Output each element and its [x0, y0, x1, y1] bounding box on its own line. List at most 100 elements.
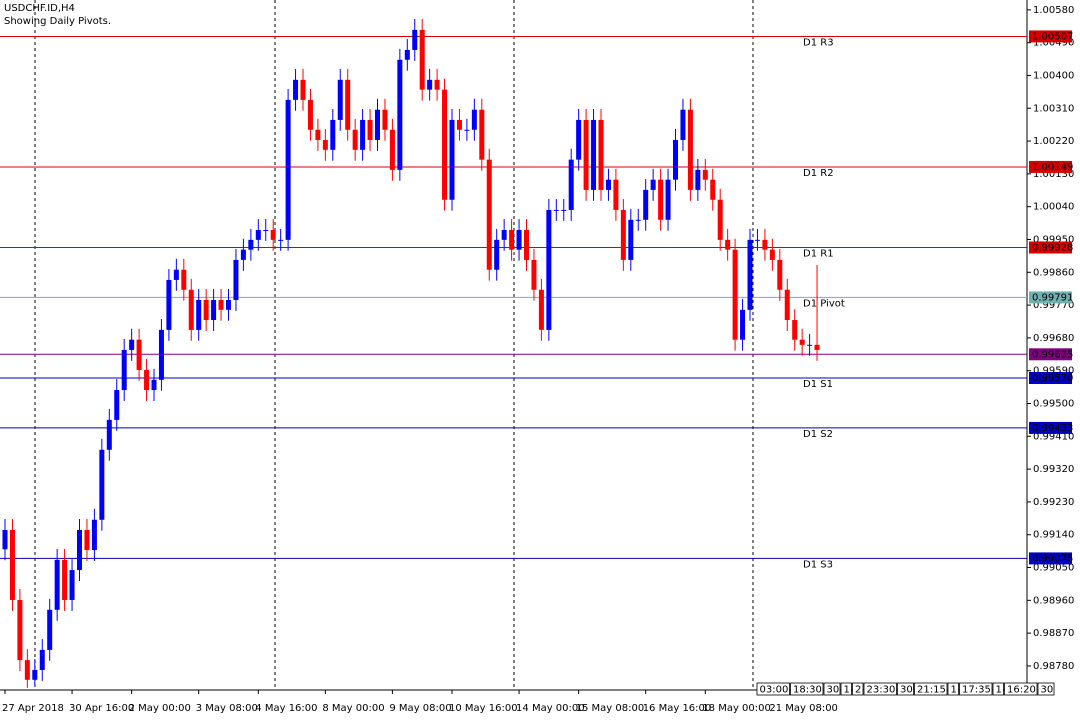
price-box-label: 0.99433 — [1032, 423, 1073, 434]
separators — [34, 0, 754, 690]
price-box — [1029, 421, 1072, 434]
candle-body — [203, 299, 209, 321]
x-tick-label: 30 Apr 16:00 — [69, 703, 134, 714]
candle-body — [84, 529, 90, 551]
candle-body — [717, 199, 723, 240]
candle-body — [814, 344, 820, 350]
candle-body — [747, 239, 753, 310]
chart-subtitle: Showing Daily Pivots. — [4, 16, 111, 27]
time-button-label: 1 — [844, 685, 850, 696]
candle-body — [456, 119, 462, 130]
candle-body — [702, 169, 708, 180]
candle-body — [687, 109, 693, 190]
x-tick-label: 3 May 08:00 — [196, 703, 258, 714]
candle-body — [427, 79, 433, 90]
time-button — [947, 682, 959, 696]
candle-body — [2, 529, 8, 550]
candle-body — [352, 129, 358, 150]
candle-body — [196, 299, 202, 330]
candle-body — [725, 239, 731, 250]
price-box-label: 0.99570 — [1032, 373, 1073, 384]
y-tick-label: 0.99860 — [1033, 267, 1074, 278]
candle-body — [561, 209, 567, 211]
price-box — [1029, 348, 1072, 361]
pivot-name: D1 S3 — [803, 559, 833, 570]
candle-body — [665, 179, 671, 220]
x-tick-label: 14 May 00:00 — [516, 703, 585, 714]
candle-body — [360, 119, 366, 150]
candle-body — [226, 299, 231, 310]
time-button — [852, 682, 864, 696]
candle-body — [471, 109, 477, 130]
y-tick-label: 0.99770 — [1033, 300, 1074, 311]
price-box — [1029, 291, 1072, 304]
candle-body — [389, 129, 395, 170]
candle-body — [695, 169, 701, 190]
y-tick-label: 0.99410 — [1033, 431, 1074, 442]
candle-body — [233, 259, 239, 300]
pivot-name: D1 S2 — [803, 429, 833, 440]
time-button — [823, 682, 841, 696]
candle-body — [628, 219, 634, 260]
candle-body — [136, 339, 142, 370]
candle-body — [650, 179, 656, 190]
candle-body — [270, 230, 276, 240]
candle-body — [807, 344, 813, 346]
y-tick-label: 0.99590 — [1033, 366, 1074, 377]
time-button-label: 16:20 — [1007, 685, 1036, 696]
candle-body — [158, 329, 164, 380]
candle-body — [494, 239, 500, 270]
candle-body — [173, 269, 179, 280]
price-box — [1029, 30, 1072, 43]
candle-body — [598, 119, 604, 190]
y-tick-label: 0.99950 — [1033, 234, 1074, 245]
price-box-label: 0.99635 — [1032, 349, 1073, 360]
candle-body — [486, 159, 492, 270]
candle-body — [17, 599, 23, 661]
y-tick-label: 0.98960 — [1033, 595, 1074, 606]
price-box — [1029, 160, 1072, 173]
candle-body — [330, 119, 336, 150]
candle-body — [248, 239, 254, 250]
candle-body — [710, 179, 716, 200]
candle-body — [799, 339, 805, 345]
x-tick-label: 9 May 08:00 — [389, 703, 451, 714]
candle-body — [322, 139, 328, 150]
time-button — [897, 682, 914, 696]
candle-body — [591, 119, 597, 190]
candle-body — [762, 239, 768, 250]
candle-body — [434, 79, 440, 90]
candle-body — [464, 129, 470, 131]
candle-body — [546, 209, 552, 330]
price-box-label: 0.99791 — [1032, 292, 1073, 303]
candle-body — [605, 179, 611, 190]
candle-body — [91, 519, 97, 551]
y-tick-label: 1.00040 — [1033, 202, 1074, 213]
candle-body — [784, 289, 790, 321]
y-tick-label: 0.98870 — [1033, 628, 1074, 639]
time-button-label: 03:00 — [760, 685, 789, 696]
candle-body — [54, 559, 60, 610]
candle-body — [442, 89, 448, 200]
x-tick-label: 18 May 00:00 — [702, 703, 771, 714]
time-button-label: 1 — [951, 685, 957, 696]
candle-body — [218, 299, 224, 310]
time-button — [840, 682, 852, 696]
candle-body — [129, 339, 135, 350]
candle-body — [375, 109, 380, 140]
candle-body — [285, 99, 291, 240]
chart-title: USDCHF.ID,H4 — [4, 3, 75, 14]
candle-body — [613, 179, 619, 210]
price-box — [1029, 552, 1072, 565]
x-tick-label: 8 May 00:00 — [322, 703, 384, 714]
candle-body — [449, 119, 455, 200]
y-tick-label: 1.00580 — [1033, 5, 1074, 16]
candle-body — [345, 79, 351, 130]
y-tick-label: 0.99680 — [1033, 333, 1074, 344]
time-button — [790, 682, 824, 696]
pivot-name: D1 Pivot — [803, 298, 845, 309]
candle-body — [568, 159, 574, 210]
time-button — [1004, 682, 1038, 696]
candle-body — [620, 209, 626, 260]
